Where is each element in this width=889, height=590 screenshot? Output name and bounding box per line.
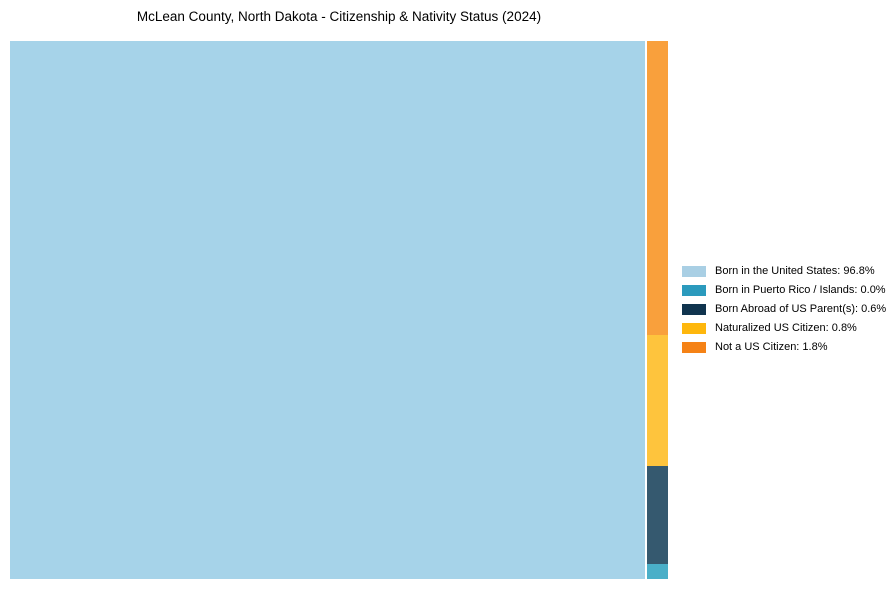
- legend-label-naturalized-us-citizen: Naturalized US Citizen: 0.8%: [715, 322, 857, 334]
- treemap-plot: [10, 41, 668, 579]
- legend-swatch-naturalized-us-citizen: [682, 323, 706, 334]
- chart-title: McLean County, North Dakota - Citizenshi…: [136, 9, 542, 24]
- legend-item-naturalized-us-citizen: Naturalized US Citizen: 0.8%: [682, 319, 886, 338]
- treemap-segment-born-in-puerto-rico-islands: [647, 564, 668, 579]
- legend-swatch-not-a-us-citizen: [682, 342, 706, 353]
- treemap-segment-born-abroad-of-us-parent-s: [647, 466, 668, 564]
- treemap-segment-naturalized-us-citizen: [647, 335, 668, 466]
- treemap-segment-not-a-us-citizen: [647, 41, 668, 335]
- legend-label-born-abroad-of-us-parent-s: Born Abroad of US Parent(s): 0.6%: [715, 303, 887, 315]
- legend-swatch-born-abroad-of-us-parent-s: [682, 304, 706, 315]
- legend-item-born-in-puerto-rico-islands: Born in Puerto Rico / Islands: 0.0%: [682, 281, 886, 300]
- legend-label-born-in-puerto-rico-islands: Born in Puerto Rico / Islands: 0.0%: [715, 284, 886, 296]
- legend-swatch-born-in-the-united-states: [682, 266, 706, 277]
- treemap-segment-born-in-the-united-states: [10, 41, 645, 579]
- legend-item-born-in-the-united-states: Born in the United States: 96.8%: [682, 262, 886, 281]
- legend-label-born-in-the-united-states: Born in the United States: 96.8%: [715, 265, 875, 277]
- legend-label-not-a-us-citizen: Not a US Citizen: 1.8%: [715, 341, 828, 353]
- legend-swatch-born-in-puerto-rico-islands: [682, 285, 706, 296]
- legend: Born in the United States: 96.8% Born in …: [682, 262, 886, 357]
- legend-item-born-abroad-of-us-parent-s: Born Abroad of US Parent(s): 0.6%: [682, 300, 886, 319]
- legend-item-not-a-us-citizen: Not a US Citizen: 1.8%: [682, 338, 886, 357]
